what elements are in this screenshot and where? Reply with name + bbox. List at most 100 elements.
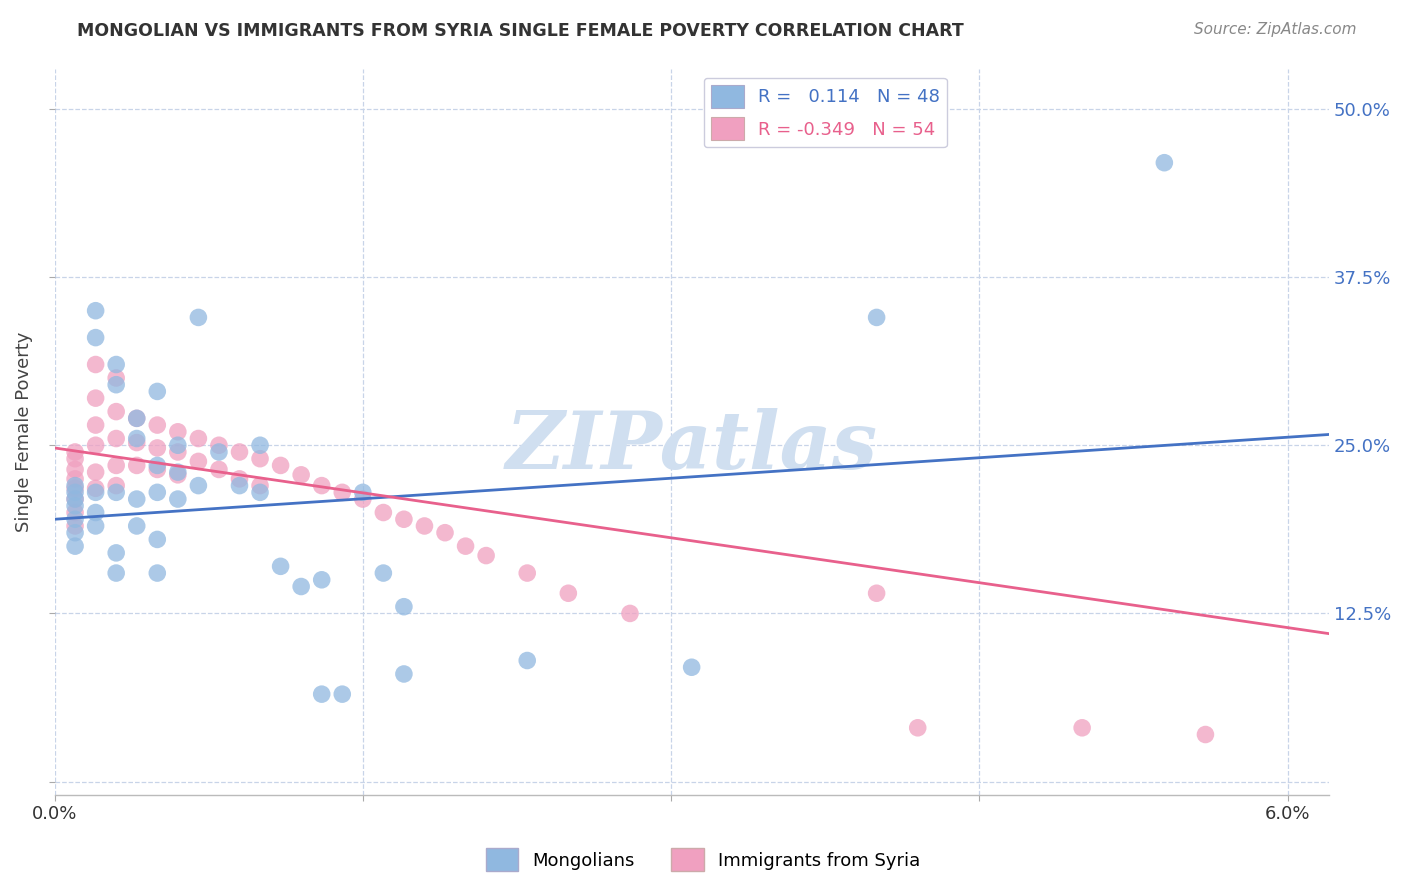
Point — [146, 566, 169, 580]
Point — [208, 462, 231, 476]
Point — [84, 481, 107, 495]
Point — [166, 425, 188, 439]
Point — [311, 687, 333, 701]
Point — [84, 438, 107, 452]
Point — [105, 404, 128, 418]
Point — [105, 371, 128, 385]
Point — [146, 485, 169, 500]
Point — [352, 491, 374, 506]
Point — [1194, 727, 1216, 741]
Point — [166, 491, 188, 506]
Point — [146, 462, 169, 476]
Point — [228, 472, 250, 486]
Point — [187, 310, 209, 325]
Point — [1071, 721, 1094, 735]
Point — [454, 539, 477, 553]
Point — [84, 485, 107, 500]
Point — [125, 491, 148, 506]
Point — [290, 580, 312, 594]
Point — [105, 432, 128, 446]
Text: MONGOLIAN VS IMMIGRANTS FROM SYRIA SINGLE FEMALE POVERTY CORRELATION CHART: MONGOLIAN VS IMMIGRANTS FROM SYRIA SINGL… — [77, 22, 965, 40]
Point — [392, 667, 415, 681]
Point — [63, 519, 86, 533]
Point — [63, 445, 86, 459]
Point — [249, 478, 271, 492]
Point — [105, 566, 128, 580]
Point — [105, 377, 128, 392]
Point — [84, 358, 107, 372]
Point — [681, 660, 703, 674]
Point — [516, 653, 538, 667]
Point — [105, 485, 128, 500]
Point — [392, 512, 415, 526]
Point — [290, 467, 312, 482]
Legend: R =   0.114   N = 48, R = -0.349   N = 54: R = 0.114 N = 48, R = -0.349 N = 54 — [704, 78, 948, 147]
Point — [63, 491, 86, 506]
Point — [105, 358, 128, 372]
Point — [166, 465, 188, 479]
Point — [84, 465, 107, 479]
Point — [434, 525, 457, 540]
Text: Source: ZipAtlas.com: Source: ZipAtlas.com — [1194, 22, 1357, 37]
Point — [63, 512, 86, 526]
Point — [907, 721, 929, 735]
Point — [249, 438, 271, 452]
Point — [146, 458, 169, 473]
Y-axis label: Single Female Poverty: Single Female Poverty — [15, 332, 32, 532]
Point — [146, 384, 169, 399]
Point — [208, 438, 231, 452]
Point — [105, 458, 128, 473]
Point — [249, 451, 271, 466]
Point — [105, 546, 128, 560]
Point — [63, 499, 86, 513]
Point — [373, 506, 395, 520]
Legend: Mongolians, Immigrants from Syria: Mongolians, Immigrants from Syria — [478, 841, 928, 879]
Point — [125, 435, 148, 450]
Point — [166, 438, 188, 452]
Point — [392, 599, 415, 614]
Point — [249, 485, 271, 500]
Point — [125, 458, 148, 473]
Point — [63, 539, 86, 553]
Point — [228, 478, 250, 492]
Point — [63, 506, 86, 520]
Point — [146, 441, 169, 455]
Point — [865, 310, 887, 325]
Point — [352, 485, 374, 500]
Point — [865, 586, 887, 600]
Point — [270, 458, 292, 473]
Point — [125, 411, 148, 425]
Point — [63, 525, 86, 540]
Point — [557, 586, 579, 600]
Point — [63, 451, 86, 466]
Point — [63, 472, 86, 486]
Point — [84, 519, 107, 533]
Point — [373, 566, 395, 580]
Point — [166, 445, 188, 459]
Point — [311, 478, 333, 492]
Point — [311, 573, 333, 587]
Point — [63, 491, 86, 506]
Text: ZIPatlas: ZIPatlas — [506, 408, 877, 485]
Point — [146, 533, 169, 547]
Point — [208, 445, 231, 459]
Point — [146, 418, 169, 433]
Point — [84, 330, 107, 344]
Point — [84, 303, 107, 318]
Point — [84, 418, 107, 433]
Point — [228, 445, 250, 459]
Point — [166, 467, 188, 482]
Point — [270, 559, 292, 574]
Point — [413, 519, 436, 533]
Point — [330, 687, 353, 701]
Point — [187, 454, 209, 468]
Point — [63, 485, 86, 500]
Point — [105, 478, 128, 492]
Point — [619, 607, 641, 621]
Point — [63, 462, 86, 476]
Point — [125, 432, 148, 446]
Point — [1153, 155, 1175, 169]
Point — [125, 411, 148, 425]
Point — [330, 485, 353, 500]
Point — [63, 481, 86, 495]
